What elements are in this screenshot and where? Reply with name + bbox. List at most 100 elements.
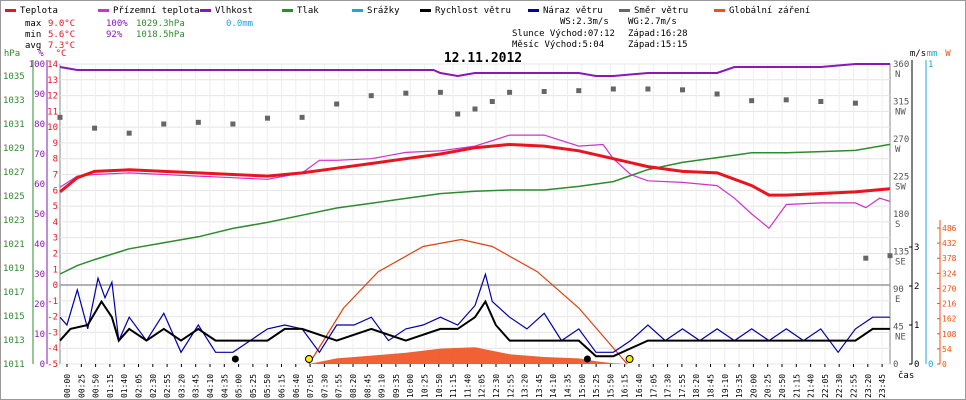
stat-label: max xyxy=(25,19,42,29)
direction-tick-value: 360 xyxy=(893,60,909,70)
x-tick-label: 01:15 xyxy=(106,374,115,398)
pct-tick-label: 80 xyxy=(34,120,45,130)
w-tick-label: 378 xyxy=(942,254,957,263)
radiation-theoretical-line xyxy=(308,238,628,365)
pct-tick-label: 30 xyxy=(34,270,45,280)
wind-direction-point xyxy=(126,130,132,136)
temp-tick-label: 11 xyxy=(47,107,58,117)
ms-tick-label: 1 xyxy=(914,321,919,331)
direction-tick-value: 315 xyxy=(893,98,909,108)
x-tick-label: 07:55 xyxy=(335,374,344,398)
x-tick-label: 04:10 xyxy=(206,374,215,398)
x-tick-label: 00:25 xyxy=(77,374,86,398)
wind-direction-point xyxy=(92,125,98,131)
temp-tick-label: 0 xyxy=(53,281,58,291)
wind-direction-point xyxy=(161,121,167,127)
x-tick-label: 01:40 xyxy=(120,374,129,398)
wind-direction-point xyxy=(818,99,824,104)
x-tick-label: 02:55 xyxy=(163,374,172,398)
direction-tick-label: W xyxy=(895,145,901,155)
ms-tick-label: 3 xyxy=(914,243,919,253)
direction-tick-label: E xyxy=(895,295,900,305)
x-tick-label: 22:55 xyxy=(850,374,859,398)
x-tick-label: 15:00 xyxy=(578,374,587,398)
x-tick-label: 08:45 xyxy=(363,374,372,398)
info-text: Západ:15:15 xyxy=(628,40,688,50)
pct-tick-label: 90 xyxy=(34,90,45,100)
hpa-tick-label: 1021 xyxy=(3,240,25,250)
hpa-tick-label: 1019 xyxy=(3,264,25,274)
wind-direction-point xyxy=(230,121,236,127)
stat-value: 100% xyxy=(106,19,128,29)
legend-label: Přízemní teplota xyxy=(113,6,200,16)
x-tick-label: 15:50 xyxy=(606,374,615,398)
hpa-tick-label: 1027 xyxy=(3,168,25,178)
stat-label: avg xyxy=(25,41,41,51)
legend-swatch xyxy=(200,9,211,12)
x-tick-label: 17:05 xyxy=(649,374,658,398)
wind-direction-point xyxy=(57,114,63,120)
axis-title-mm: mm xyxy=(927,49,938,59)
direction-tick-value: 270 xyxy=(893,135,909,145)
direction-tick-label: SE xyxy=(895,258,906,268)
pct-tick-label: 10 xyxy=(34,330,45,340)
x-tick-label: 00:50 xyxy=(92,374,101,398)
wind-gust-line xyxy=(59,272,890,354)
legend-label: Náraz větru xyxy=(543,6,603,16)
x-tick-label: 10:25 xyxy=(421,374,430,398)
legend-swatch xyxy=(420,9,431,12)
x-tick-label: 12:30 xyxy=(492,374,501,398)
temp-tick-label: -4 xyxy=(47,344,58,354)
direction-tick-label: S xyxy=(895,220,900,230)
temp-tick-label: -3 xyxy=(47,328,58,338)
wind-direction-point xyxy=(576,88,582,94)
x-tick-label: 10:50 xyxy=(435,374,444,398)
x-tick-label: 22:30 xyxy=(835,374,844,398)
info-text: WG:2.7m/s xyxy=(628,17,677,27)
x-tick-label: 00:00 xyxy=(63,374,72,398)
hpa-tick-label: 1025 xyxy=(3,192,25,202)
legend-swatch xyxy=(5,9,16,12)
x-tick-label: 05:50 xyxy=(263,374,272,398)
w-tick-label: 432 xyxy=(942,239,957,248)
axis-title-temp: °C xyxy=(56,49,67,59)
wind-direction-point xyxy=(645,86,651,92)
mm-tick-label: 1 xyxy=(928,60,933,70)
x-tick-label: 06:15 xyxy=(278,374,287,398)
wind-direction-point xyxy=(195,119,201,125)
direction-tick-value: 135 xyxy=(893,248,909,258)
x-tick-label: 05:25 xyxy=(249,374,258,398)
x-tick-label: 18:20 xyxy=(692,374,701,398)
temp-tick-label: 10 xyxy=(47,123,58,133)
temp-tick-label: -1 xyxy=(47,297,58,307)
info-text: Západ:16:28 xyxy=(628,29,688,39)
temp-tick-label: 9 xyxy=(53,139,58,149)
hpa-tick-label: 1033 xyxy=(3,96,25,106)
temp-tick-label: 7 xyxy=(53,171,58,181)
axis-title-w: W xyxy=(945,49,951,59)
temp-tick-label: -2 xyxy=(47,313,58,323)
x-tick-label: 20:50 xyxy=(778,374,787,398)
hpa-tick-label: 1023 xyxy=(3,216,25,226)
moonrise-marker xyxy=(231,355,239,363)
wind-direction-point xyxy=(437,89,443,95)
x-tick-label: 23:45 xyxy=(878,374,887,398)
x-tick-label: 11:15 xyxy=(449,374,458,398)
legend-label: Tlak xyxy=(297,6,319,16)
humidity-line xyxy=(59,63,890,78)
temp-tick-label: 5 xyxy=(53,202,58,212)
x-tick-label: 07:30 xyxy=(320,374,329,398)
pct-tick-label: 60 xyxy=(34,180,45,190)
sunrise-marker xyxy=(305,355,313,363)
hpa-tick-label: 1015 xyxy=(3,312,25,322)
temp-tick-label: 4 xyxy=(53,218,58,228)
legend-swatch xyxy=(98,9,109,12)
x-tick-label: 21:40 xyxy=(807,374,816,398)
moonset-marker xyxy=(583,355,591,363)
x-tick-label: 19:35 xyxy=(735,374,744,398)
ground-temperature-line xyxy=(59,134,891,230)
x-tick-label: 13:20 xyxy=(521,374,530,398)
pct-tick-label: 50 xyxy=(34,210,45,220)
x-tick-label: 11:40 xyxy=(463,374,472,398)
